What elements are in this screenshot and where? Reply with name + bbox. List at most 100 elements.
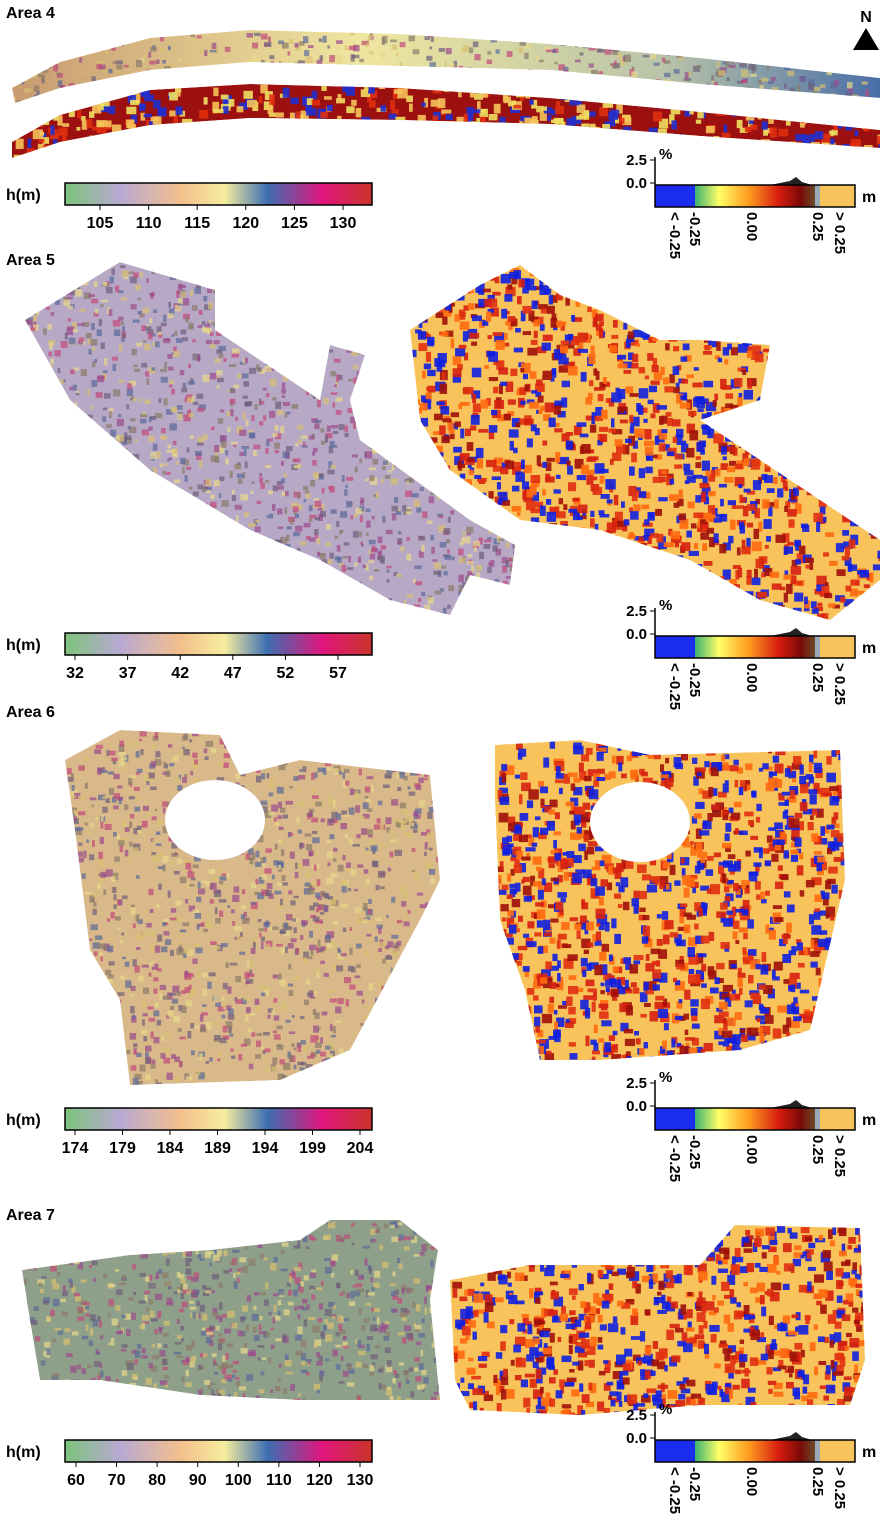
map-pixel [466,575,471,579]
map-pixel [496,49,500,53]
map-pixel [298,348,301,354]
map-pixel [462,49,468,53]
map-pixel [369,467,376,470]
map-pixel [761,91,765,95]
map-pixel [221,144,227,152]
map-pixel [455,348,465,356]
map-pixel [540,506,546,516]
map-pixel [589,44,596,51]
map-pixel [448,585,454,591]
map-pixel [40,539,45,542]
map-pixel [851,102,854,108]
map-pixel [26,110,33,120]
map-pixel [835,382,842,387]
map-pixel [446,85,453,89]
map-pixel [191,591,194,594]
error-tick-label: 0.25 [809,212,826,241]
map-pixel [649,139,658,149]
map-pixel [687,476,696,483]
map-pixel [565,586,569,592]
map-pixel [306,493,311,498]
map-pixel [388,470,392,473]
map-pixel [114,458,120,462]
map-pixel [188,413,194,418]
map-pixel [614,140,620,149]
map-pixel [834,296,839,302]
map-pixel [344,590,348,593]
map-pixel [319,573,323,578]
map-pixel [815,471,820,477]
map-pixel [378,537,383,544]
map-pixel [455,295,464,301]
map-pixel [866,89,869,96]
map-pixel [482,91,488,98]
map-pixel [460,288,467,291]
map-pixel [621,146,626,150]
map-pixel [791,99,796,106]
map-pixel [141,489,144,493]
map-pixel [104,539,107,544]
map-pixel [197,408,204,412]
map-pixel [75,289,82,296]
map-pixel [259,473,262,477]
map-pixel [52,518,56,524]
map-pixel [702,543,707,551]
map-pixel [593,477,597,481]
map-pixel [549,83,552,90]
map-pixel [37,157,47,166]
map-pixel [103,408,107,411]
map-pixel [543,335,553,341]
map-pixel [239,272,242,279]
map-pixel [124,461,131,467]
map-pixel [415,474,420,478]
map-pixel [858,338,863,345]
map-pixel [761,46,764,53]
map-pixel [496,73,499,76]
map-pixel [822,440,830,444]
map-pixel [221,95,229,100]
map-pixel [294,63,299,68]
map-pixel [524,53,528,59]
map-pixel [442,133,450,141]
map-pixel [782,33,788,37]
map-pixel [811,30,817,37]
map-pixel [321,148,330,157]
map-pixel [37,507,40,512]
map-pixel [406,65,412,72]
map-pixel [379,334,385,341]
map-pixel [213,288,216,293]
map-pixel [598,145,607,149]
map-pixel [28,443,34,450]
map-pixel [458,549,463,556]
map-pixel [141,543,148,549]
map-pixel [398,602,404,608]
map-pixel [285,151,293,160]
map-pixel [261,73,268,80]
map-pixel [513,610,519,614]
map-pixel [369,576,373,580]
map-pixel [245,139,250,143]
map-pixel [104,462,108,467]
map-pixel [38,588,41,592]
map-pixel [835,146,841,150]
map-pixel [428,294,438,301]
map-pixel [169,137,176,146]
map-pixel [577,527,585,534]
map-pixel [356,108,362,117]
map-pixel [242,373,249,378]
map-pixel [804,40,808,43]
map-pixel [828,480,837,485]
map-pixel [108,134,115,140]
map-pixel [674,69,680,74]
map-pixel [619,131,628,136]
map-pixel [63,482,66,487]
map-pixel [221,500,228,507]
map-pixel [561,92,568,101]
map-pixel [814,152,819,158]
map-pixel [590,511,594,517]
map-pixel [580,285,586,290]
map-pixel [182,119,192,127]
map-pixel [126,478,130,481]
map-pixel [643,55,650,58]
map-pixel [257,368,262,372]
